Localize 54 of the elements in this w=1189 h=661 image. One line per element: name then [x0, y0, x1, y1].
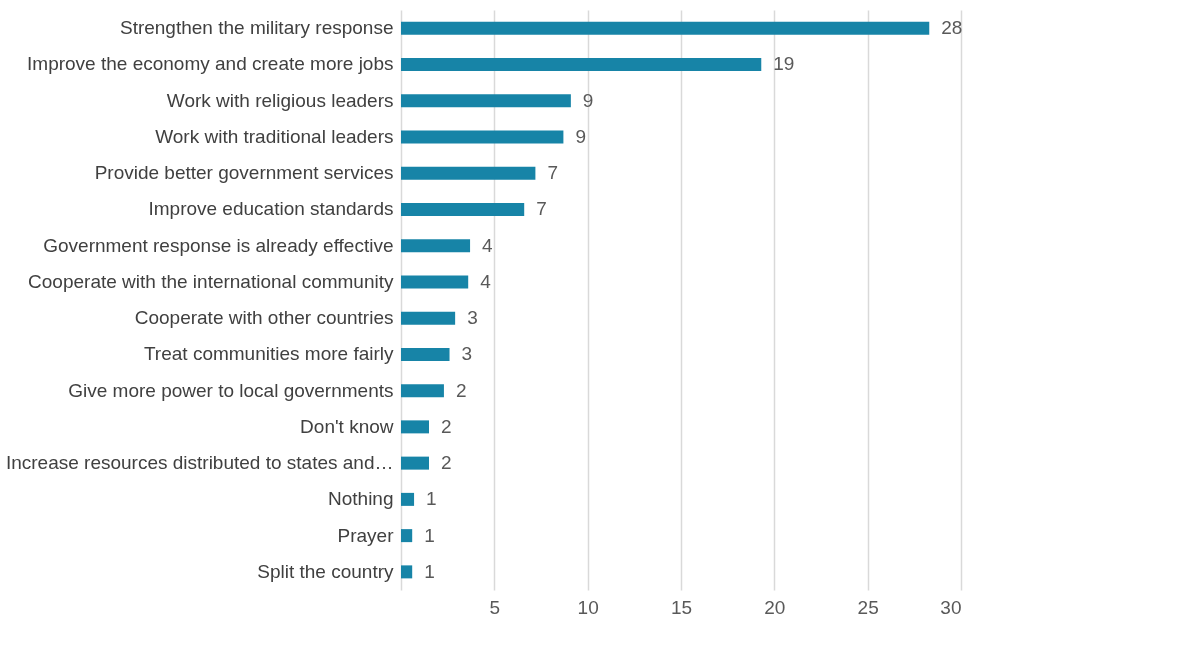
bar	[401, 130, 564, 144]
bar	[401, 57, 762, 71]
y-tick-label: Split the country	[257, 560, 394, 582]
bar	[401, 384, 444, 398]
data-label: 28	[941, 17, 963, 39]
y-tick-label: Work with traditional leaders	[155, 125, 394, 147]
bar	[401, 239, 471, 253]
data-label: 1	[426, 488, 437, 510]
y-tick-label: Don't know	[300, 415, 394, 437]
data-label: 1	[424, 524, 435, 546]
data-label: 7	[547, 162, 558, 184]
data-label: 2	[441, 452, 452, 474]
x-tick-label: 10	[577, 596, 599, 618]
x-tick-label: 25	[857, 596, 879, 618]
x-tick-label: 30	[940, 596, 962, 618]
bar	[401, 492, 415, 506]
data-label: 3	[467, 307, 478, 329]
y-tick-label: Improve education standards	[148, 198, 394, 220]
y-tick-label: Prayer	[337, 524, 395, 546]
data-label: 7	[536, 198, 547, 220]
bar	[401, 420, 429, 434]
y-tick-label: Cooperate with the international community	[28, 270, 394, 292]
bar	[401, 275, 469, 289]
y-tick-label: Treat communities more fairly	[143, 343, 394, 365]
y-tick-label: Work with religious leaders	[166, 89, 394, 111]
x-tick-label: 20	[764, 596, 786, 618]
data-label: 19	[773, 53, 795, 75]
bar	[401, 166, 536, 180]
x-tick-label: 15	[670, 596, 693, 618]
x-tick-label: 5	[489, 596, 501, 618]
y-tick-label: Government response is already effective	[43, 234, 394, 256]
bar	[401, 529, 413, 543]
y-tick-label: Cooperate with other countries	[134, 307, 394, 329]
y-tick-label: Give more power to local governments	[68, 379, 394, 401]
data-label: 4	[480, 270, 492, 292]
bar	[401, 202, 525, 216]
y-tick-label: Increase resources distributed to states and…	[5, 452, 394, 474]
bar	[401, 311, 456, 325]
data-label: 9	[582, 89, 594, 111]
data-label: 9	[575, 125, 586, 147]
data-label: 2	[441, 415, 452, 437]
data-label: 1	[424, 560, 435, 582]
data-label: 2	[455, 379, 467, 401]
bar	[401, 565, 413, 579]
y-tick-label: Provide better government services	[94, 162, 394, 184]
bar	[401, 94, 571, 108]
bar	[401, 456, 429, 470]
y-tick-label: Nothing	[328, 488, 394, 510]
data-label: 3	[461, 343, 473, 365]
bar	[401, 21, 930, 35]
y-tick-label: Strengthen the military response	[119, 17, 394, 39]
bar	[401, 347, 450, 361]
y-tick-label: Improve the economy and create more jobs	[27, 53, 394, 75]
data-label: 4	[482, 234, 494, 256]
